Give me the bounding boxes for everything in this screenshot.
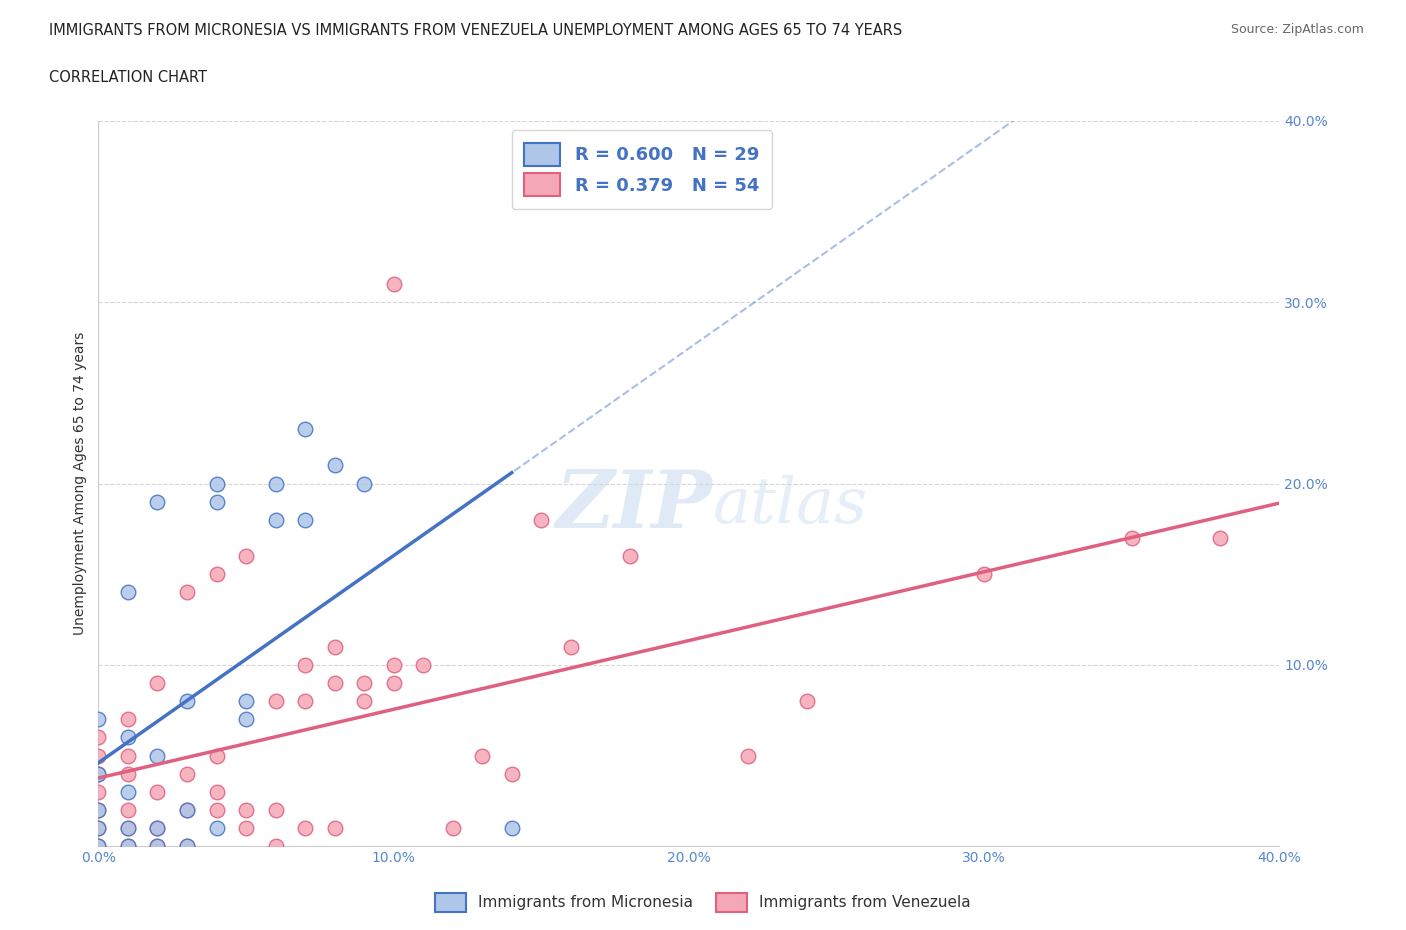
Point	[117, 839, 139, 854]
Point	[501, 821, 523, 836]
Point	[235, 694, 257, 709]
Y-axis label: Unemployment Among Ages 65 to 74 years: Unemployment Among Ages 65 to 74 years	[73, 332, 87, 635]
Text: ZIP: ZIP	[555, 467, 713, 544]
Point	[412, 658, 434, 672]
Point	[353, 476, 375, 491]
Point	[146, 839, 169, 854]
Text: CORRELATION CHART: CORRELATION CHART	[49, 70, 207, 85]
Point	[973, 567, 995, 582]
Text: atlas: atlas	[713, 474, 868, 537]
Point	[176, 694, 198, 709]
Point	[176, 803, 198, 817]
Point	[382, 277, 405, 292]
Point	[294, 422, 316, 437]
Point	[353, 694, 375, 709]
Point	[117, 730, 139, 745]
Point	[323, 458, 346, 473]
Point	[1209, 530, 1232, 545]
Point	[146, 495, 169, 510]
Point	[205, 567, 228, 582]
Point	[382, 658, 405, 672]
Point	[176, 766, 198, 781]
Point	[264, 512, 287, 527]
Point	[117, 766, 139, 781]
Point	[176, 803, 198, 817]
Point	[87, 803, 110, 817]
Point	[294, 658, 316, 672]
Point	[737, 748, 759, 763]
Point	[205, 785, 228, 800]
Point	[235, 821, 257, 836]
Point	[471, 748, 494, 763]
Point	[146, 748, 169, 763]
Point	[87, 803, 110, 817]
Point	[264, 803, 287, 817]
Point	[87, 712, 110, 727]
Legend: Immigrants from Micronesia, Immigrants from Venezuela: Immigrants from Micronesia, Immigrants f…	[429, 887, 977, 918]
Point	[323, 640, 346, 655]
Point	[176, 839, 198, 854]
Point	[117, 585, 139, 600]
Point	[146, 839, 169, 854]
Point	[146, 821, 169, 836]
Point	[560, 640, 582, 655]
Point	[117, 785, 139, 800]
Text: Source: ZipAtlas.com: Source: ZipAtlas.com	[1230, 23, 1364, 36]
Point	[205, 476, 228, 491]
Point	[353, 675, 375, 690]
Point	[264, 476, 287, 491]
Point	[87, 821, 110, 836]
Point	[264, 694, 287, 709]
Point	[117, 803, 139, 817]
Point	[382, 675, 405, 690]
Point	[1121, 530, 1143, 545]
Point	[530, 512, 553, 527]
Point	[146, 675, 169, 690]
Point	[441, 821, 464, 836]
Point	[87, 748, 110, 763]
Point	[87, 821, 110, 836]
Point	[323, 675, 346, 690]
Point	[294, 821, 316, 836]
Point	[87, 839, 110, 854]
Legend: R = 0.600   N = 29, R = 0.379   N = 54: R = 0.600 N = 29, R = 0.379 N = 54	[512, 130, 772, 209]
Point	[205, 748, 228, 763]
Point	[117, 821, 139, 836]
Point	[176, 839, 198, 854]
Point	[235, 803, 257, 817]
Point	[235, 712, 257, 727]
Point	[205, 495, 228, 510]
Point	[87, 766, 110, 781]
Point	[146, 785, 169, 800]
Point	[235, 549, 257, 564]
Point	[205, 821, 228, 836]
Point	[619, 549, 641, 564]
Point	[117, 748, 139, 763]
Point	[501, 766, 523, 781]
Point	[87, 839, 110, 854]
Point	[117, 839, 139, 854]
Point	[176, 585, 198, 600]
Point	[294, 512, 316, 527]
Point	[87, 766, 110, 781]
Point	[323, 821, 346, 836]
Point	[205, 803, 228, 817]
Point	[117, 712, 139, 727]
Text: IMMIGRANTS FROM MICRONESIA VS IMMIGRANTS FROM VENEZUELA UNEMPLOYMENT AMONG AGES : IMMIGRANTS FROM MICRONESIA VS IMMIGRANTS…	[49, 23, 903, 38]
Point	[87, 785, 110, 800]
Point	[146, 821, 169, 836]
Point	[294, 694, 316, 709]
Point	[117, 821, 139, 836]
Point	[796, 694, 818, 709]
Point	[264, 839, 287, 854]
Point	[87, 730, 110, 745]
